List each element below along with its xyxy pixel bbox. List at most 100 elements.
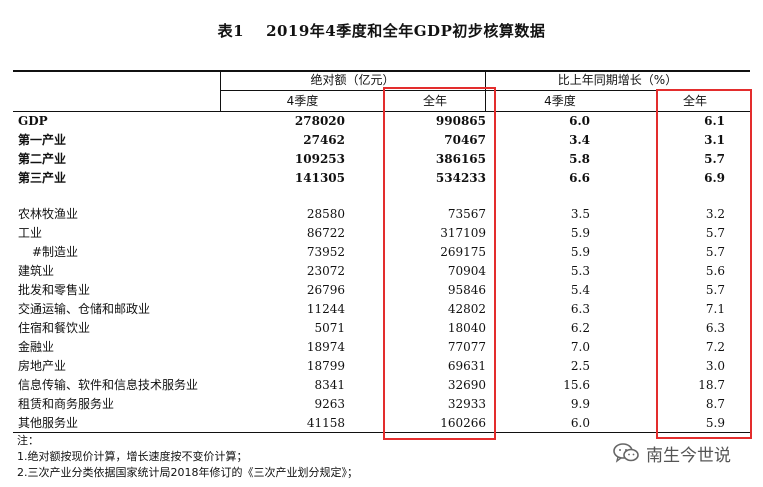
watermark: 南生今世说 (612, 439, 731, 467)
cell-q4g: 3.4 (569, 133, 590, 147)
cell-q4g: 6.6 (569, 171, 590, 185)
cell-q4g: 6.2 (570, 321, 590, 335)
table-label: 表1 (217, 22, 245, 40)
row-name: 批发和零售业 (18, 283, 91, 297)
cell-q4: 41158 (306, 416, 345, 430)
cell-year: 77077 (447, 340, 486, 354)
cell-q4g: 3.5 (570, 207, 590, 221)
row-name: 其他服务业 (18, 416, 79, 430)
cell-year: 317109 (440, 226, 486, 240)
cell-q4g: 5.9 (570, 226, 590, 240)
cell-year: 32933 (447, 397, 486, 411)
cell-q4: 18799 (306, 359, 345, 373)
cell-q4: 23072 (306, 264, 345, 278)
header-year: 全年 (422, 94, 447, 108)
row-name: 建筑业 (18, 264, 55, 278)
cell-year: 95846 (447, 283, 486, 297)
row-name: 信息传输、软件和信息技术服务业 (18, 378, 199, 392)
cell-year: 32690 (447, 378, 486, 392)
wechat-icon (613, 443, 639, 463)
cell-yg: 8.7 (705, 397, 725, 411)
cell-yg: 7.2 (705, 340, 725, 354)
cell-year: 70904 (447, 264, 486, 278)
cell-yg: 6.9 (704, 171, 725, 185)
cell-q4g: 6.0 (570, 416, 590, 430)
cell-yg: 5.7 (705, 245, 725, 259)
cell-q4: 18974 (306, 340, 345, 354)
row-name: 交通运输、仓储和邮政业 (18, 302, 151, 316)
highlight-box-year-absolute (383, 87, 496, 440)
cell-q4: 73952 (306, 245, 345, 259)
cell-q4g: 7.0 (570, 340, 590, 354)
top-rule (13, 70, 750, 72)
watermark-text: 南生今世说 (646, 445, 731, 466)
cell-year: 69631 (447, 359, 486, 373)
cell-year: 70467 (444, 133, 486, 147)
row-name: 农林牧渔业 (18, 207, 79, 221)
cell-q4: 9263 (314, 397, 345, 411)
cell-yg: 18.7 (698, 378, 725, 392)
cell-q4: 11244 (306, 302, 345, 316)
row-name: 工业 (18, 226, 43, 240)
cell-yg: 5.6 (705, 264, 725, 278)
row-name: 金融业 (18, 340, 55, 354)
cell-q4: 8341 (314, 378, 345, 392)
cell-q4: 109253 (294, 152, 345, 166)
row-name: 第一产业 (18, 133, 67, 147)
cell-yg: 3.2 (705, 207, 725, 221)
cell-q4g: 6.3 (570, 302, 590, 316)
cell-yg: 5.7 (705, 283, 725, 297)
row-name: #制造业 (32, 245, 79, 259)
cell-year: 269175 (440, 245, 486, 259)
table-title-text: 2019年4季度和全年GDP初步核算数据 (266, 22, 546, 40)
note-1: 1.绝对额按现价计算，增长速度按不变价计算； (17, 450, 248, 463)
cell-yg: 3.1 (704, 133, 725, 147)
cell-year: 386165 (435, 152, 486, 166)
header-absolute: 绝对额（亿元） (310, 73, 395, 87)
header-year-growth: 全年 (682, 94, 707, 108)
cell-q4g: 5.8 (569, 152, 590, 166)
col-divider-1 (220, 70, 221, 112)
col-divider-2 (485, 70, 486, 112)
cell-q4: 27462 (303, 133, 345, 147)
cell-q4: 26796 (306, 283, 345, 297)
cell-q4: 5071 (314, 321, 345, 335)
cell-year: 160266 (440, 416, 486, 430)
cell-q4: 141305 (294, 171, 345, 185)
row-name: GDP (18, 114, 48, 128)
row-name: 第三产业 (18, 171, 67, 185)
cell-year: 534233 (435, 171, 486, 185)
header-q4-growth: 4季度 (544, 94, 576, 108)
row-name: 住宿和餐饮业 (18, 321, 91, 335)
table-notes: 注： 1.绝对额按现价计算，增长速度按不变价计算； 2.三次产业分类依据国家统计… (17, 433, 358, 481)
cell-year: 73567 (447, 207, 486, 221)
cell-year: 990865 (435, 114, 486, 128)
cell-q4: 86722 (306, 226, 345, 240)
cell-yg: 5.7 (705, 226, 725, 240)
cell-yg: 5.7 (704, 152, 725, 166)
table-title: 表1 2019年4季度和全年GDP初步核算数据 (0, 20, 763, 41)
header-growth: 比上年同期增长（%） (557, 73, 678, 87)
cell-yg: 6.1 (704, 114, 725, 128)
cell-q4: 28580 (306, 207, 345, 221)
row-name: 第二产业 (18, 152, 67, 166)
cell-q4g: 5.3 (570, 264, 590, 278)
row-name: 房地产业 (18, 359, 67, 373)
cell-q4g: 6.0 (569, 114, 590, 128)
cell-yg: 5.9 (705, 416, 725, 430)
cell-q4g: 5.9 (570, 245, 590, 259)
cell-yg: 3.0 (705, 359, 725, 373)
row-name: 租赁和商务服务业 (18, 397, 115, 411)
cell-year: 18040 (447, 321, 486, 335)
highlight-box-year-growth (656, 89, 752, 439)
header-bottom-rule (13, 111, 750, 112)
cell-q4g: 5.4 (570, 283, 590, 297)
cell-q4g: 2.5 (570, 359, 590, 373)
bottom-rule (13, 432, 750, 433)
cell-yg: 7.1 (705, 302, 725, 316)
note-heading: 注： (17, 434, 39, 447)
cell-q4: 278020 (294, 114, 345, 128)
note-2: 2.三次产业分类依据国家统计局2018年修订的《三次产业划分规定》； (17, 466, 358, 479)
cell-yg: 6.3 (705, 321, 725, 335)
header-q4: 4季度 (286, 94, 319, 108)
